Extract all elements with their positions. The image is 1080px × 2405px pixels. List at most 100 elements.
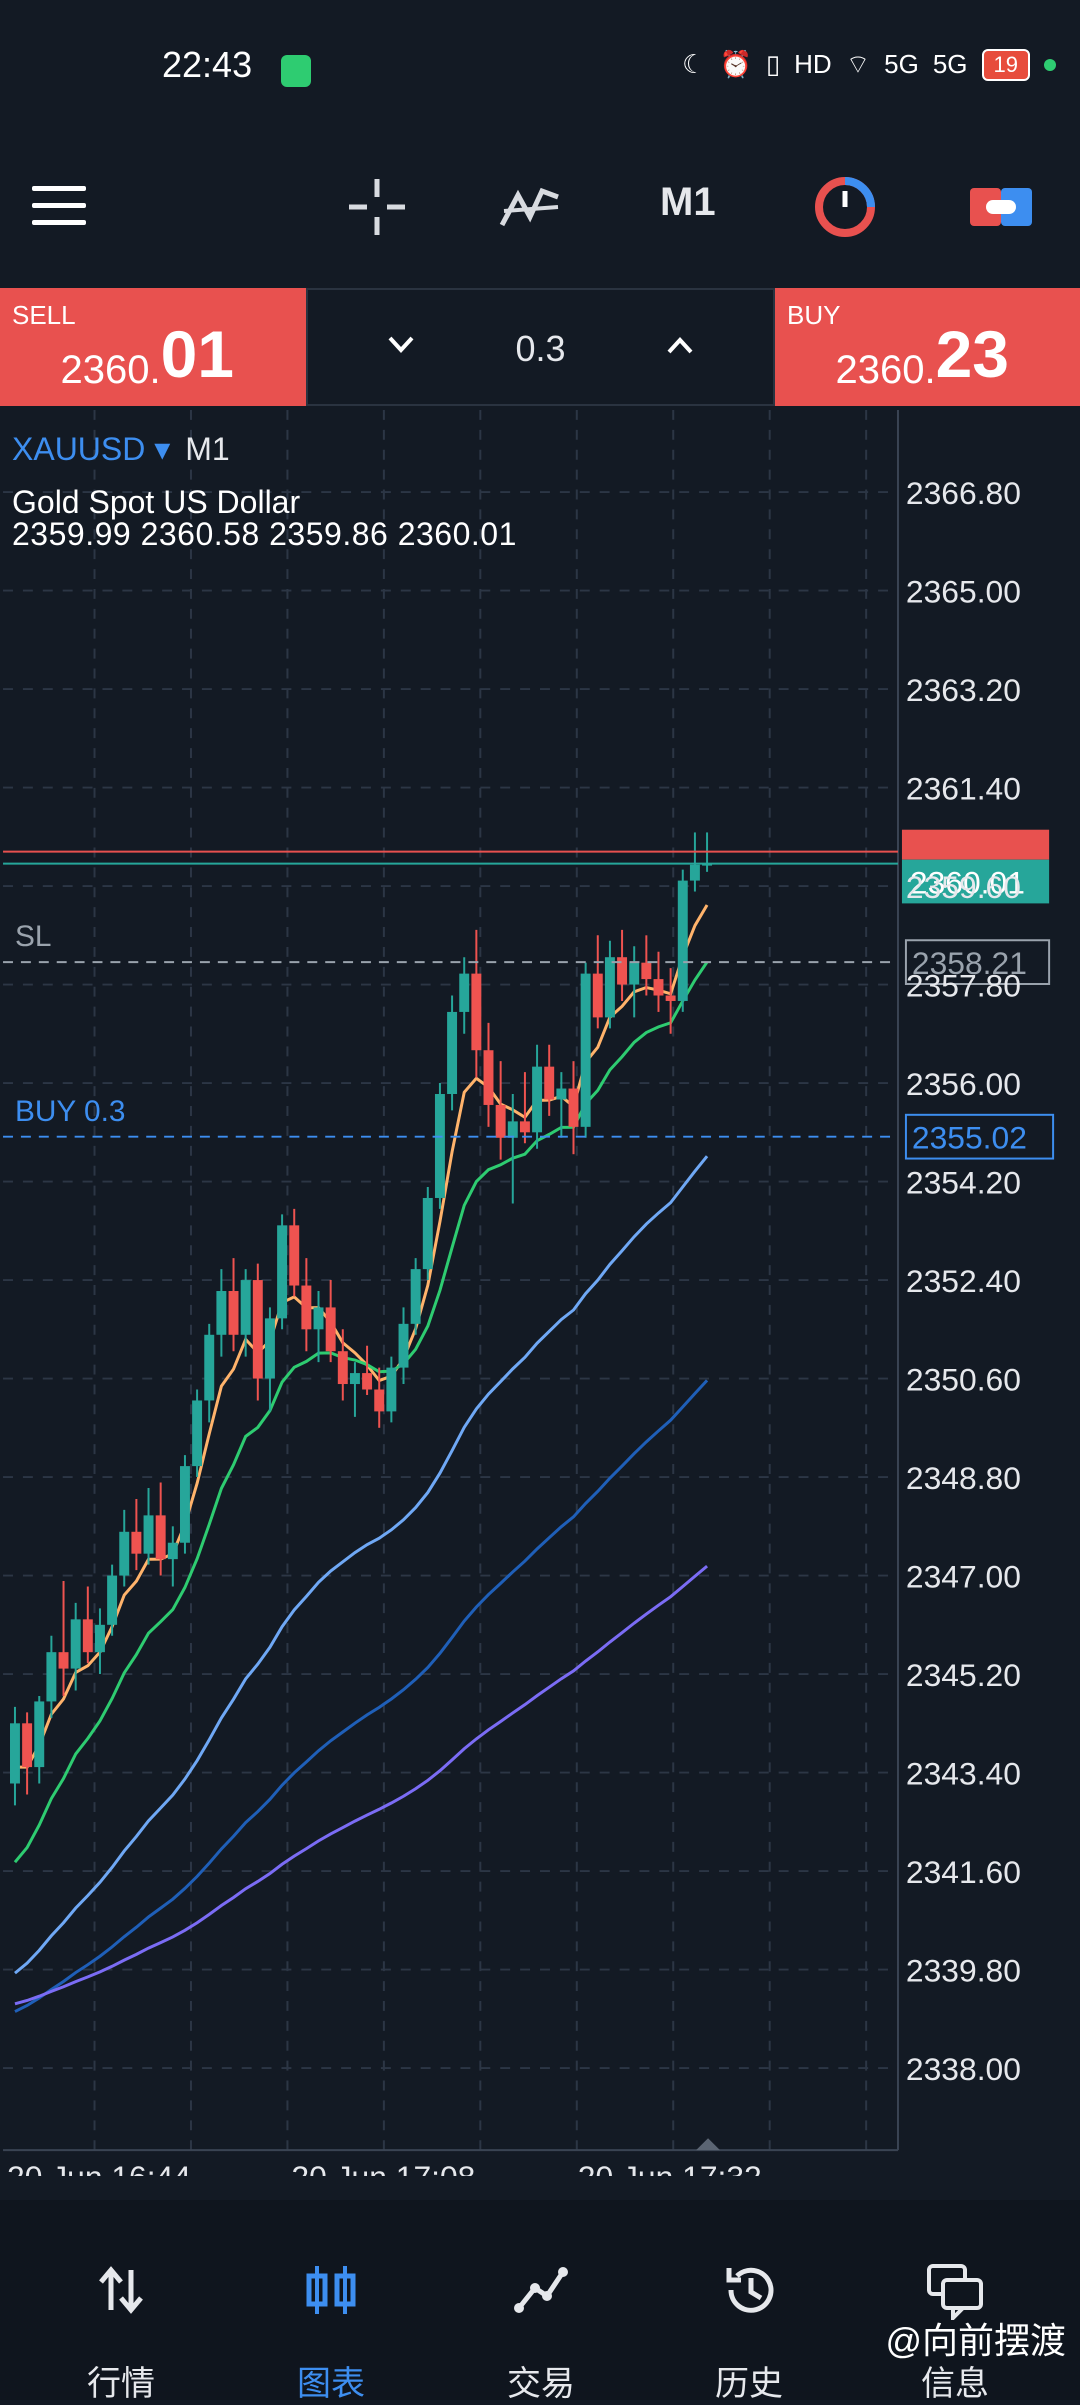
candle-body	[677, 880, 688, 1001]
volume-value[interactable]: 0.3	[515, 328, 566, 369]
menu-icon[interactable]	[32, 186, 86, 226]
chart-timeframe: M1	[185, 431, 230, 467]
candles	[9, 832, 713, 1806]
candle-body	[46, 1652, 57, 1702]
hd-icon: HD	[794, 49, 832, 79]
x-tick-label: 20 Jun 17:08	[291, 2159, 475, 2176]
candle-body	[362, 1373, 373, 1390]
candle-body	[580, 973, 591, 1127]
candle-body	[665, 995, 676, 1001]
candle-body	[82, 1619, 93, 1653]
candle-body	[459, 973, 470, 1012]
candle-body	[313, 1307, 324, 1330]
buy-price: 2360.23	[835, 317, 1009, 392]
y-tick-label: 2356.00	[906, 1066, 1021, 1102]
ma-mid-line	[13, 961, 709, 1864]
candle-body	[277, 1225, 288, 1319]
candle-body	[604, 957, 615, 1018]
sl-label: SL	[15, 920, 51, 953]
y-tick-label: 2348.80	[906, 1460, 1021, 1496]
candle-body	[556, 1088, 567, 1100]
candle-body	[374, 1389, 385, 1412]
y-tick-label: 2345.20	[906, 1657, 1021, 1693]
candle-body	[495, 1104, 506, 1138]
signal-5g-2: 5G	[932, 49, 968, 79]
chart-symbol-line[interactable]: XAUUSD ▾ M1	[12, 430, 230, 468]
volume-decrease-button[interactable]	[376, 320, 426, 370]
nav-label-trade: 交易	[507, 2365, 575, 2403]
y-tick-label: 2343.40	[906, 1755, 1021, 1791]
nav-label-messages: 信息	[921, 2365, 989, 2403]
clock-icon[interactable]	[810, 172, 880, 242]
nav-chart[interactable]: 图表	[256, 2200, 406, 2403]
candle-body	[544, 1066, 555, 1100]
volume-increase-button[interactable]	[655, 320, 705, 370]
ma-slowest-line	[14, 1565, 709, 2006]
candle-body	[422, 1197, 433, 1270]
candle-body	[568, 1088, 579, 1127]
y-tick-label: 2352.40	[906, 1263, 1021, 1299]
nav-messages[interactable]: 信息	[880, 2200, 1030, 2403]
nav-trade[interactable]: 交易	[466, 2200, 616, 2403]
candle-body	[349, 1373, 360, 1385]
y-tick-label: 2350.60	[906, 1361, 1021, 1397]
candle-body	[653, 979, 664, 996]
candle-body	[519, 1121, 530, 1133]
candle-body	[410, 1269, 421, 1324]
symbol-description: Gold Spot US Dollar	[12, 484, 301, 520]
y-tick-label: 2339.80	[906, 1952, 1021, 1988]
sell-label: SELL	[12, 300, 76, 330]
candle-body	[532, 1066, 543, 1133]
candle-body	[301, 1285, 312, 1330]
candle-body	[592, 973, 603, 1018]
ohlc-values: 2359.99 2360.58 2359.86 2360.01	[12, 516, 517, 552]
sl-tag-label: 2358.21	[912, 945, 1027, 981]
timeframe-button[interactable]: M1	[660, 180, 716, 224]
candle-body	[9, 1723, 20, 1784]
sell-button[interactable]: SELL 2360.01	[0, 288, 306, 406]
symbol-name[interactable]: XAUUSD	[12, 431, 146, 467]
x-tick-label: 20 Jun 17:32	[578, 2159, 762, 2176]
indicators-icon[interactable]	[496, 172, 566, 242]
ma-slower-line	[14, 1379, 709, 2013]
symbol-dropdown-icon[interactable]: ▾	[154, 431, 171, 467]
y-tick-label: 2357.80	[906, 967, 1021, 1003]
one-click-trading-icon[interactable]	[966, 172, 1036, 242]
price-axis: 2366.80 2365.00 2363.20 2361.40 2359.60 2357.…	[906, 475, 1021, 2087]
wifi-icon: ⌔	[845, 49, 871, 79]
candle-body	[434, 1094, 445, 1198]
candle-body	[228, 1291, 239, 1335]
nav-label-chart: 图表	[297, 2365, 365, 2403]
crosshair-icon[interactable]	[342, 172, 412, 242]
candle-body	[337, 1351, 348, 1385]
candle-body	[179, 1466, 190, 1543]
status-bar: 22:43 ☾ ⏰ ▯ HD ⌔ 5G 5G 19	[0, 0, 1080, 140]
candle-body	[204, 1334, 215, 1401]
y-tick-label: 2341.60	[906, 1854, 1021, 1890]
price-levels: SL BUY 0.3 2360.01 2358.21 2355.02	[3, 829, 1055, 2151]
nav-history[interactable]: 历史	[674, 2200, 824, 2403]
ma-fast-line	[14, 904, 709, 1769]
candle-body	[325, 1307, 336, 1352]
y-tick-label: 2363.20	[906, 672, 1021, 708]
bid-tag-label: 2360.01	[910, 864, 1025, 900]
candle-body	[689, 864, 700, 881]
candle-body	[641, 962, 652, 980]
candle-body	[131, 1531, 142, 1554]
time-axis: 20 Jun 16:44 20 Jun 17:08 20 Jun 17:32	[7, 2159, 762, 2176]
buy-button[interactable]: BUY 2360.23	[775, 288, 1080, 406]
candle-body	[58, 1652, 69, 1669]
candle-body	[507, 1121, 518, 1138]
status-icons: ☾ ⏰ ▯ HD ⌔ 5G 5G 19	[682, 48, 1056, 81]
battery-saver-icon	[281, 55, 311, 87]
buy-label: BUY	[787, 300, 841, 330]
candle-body	[119, 1531, 130, 1576]
candle-body	[155, 1515, 166, 1560]
candle-body	[167, 1542, 178, 1560]
bottom-navigation: 行情 图表 交易 历史 信息	[0, 2200, 1080, 2403]
nav-quotes[interactable]: 行情	[46, 2200, 196, 2403]
candle-body	[398, 1323, 409, 1368]
sl-tag	[904, 939, 1051, 985]
trade-bar: SELL 2360.01 0.3 BUY 2360.23	[0, 288, 1080, 406]
